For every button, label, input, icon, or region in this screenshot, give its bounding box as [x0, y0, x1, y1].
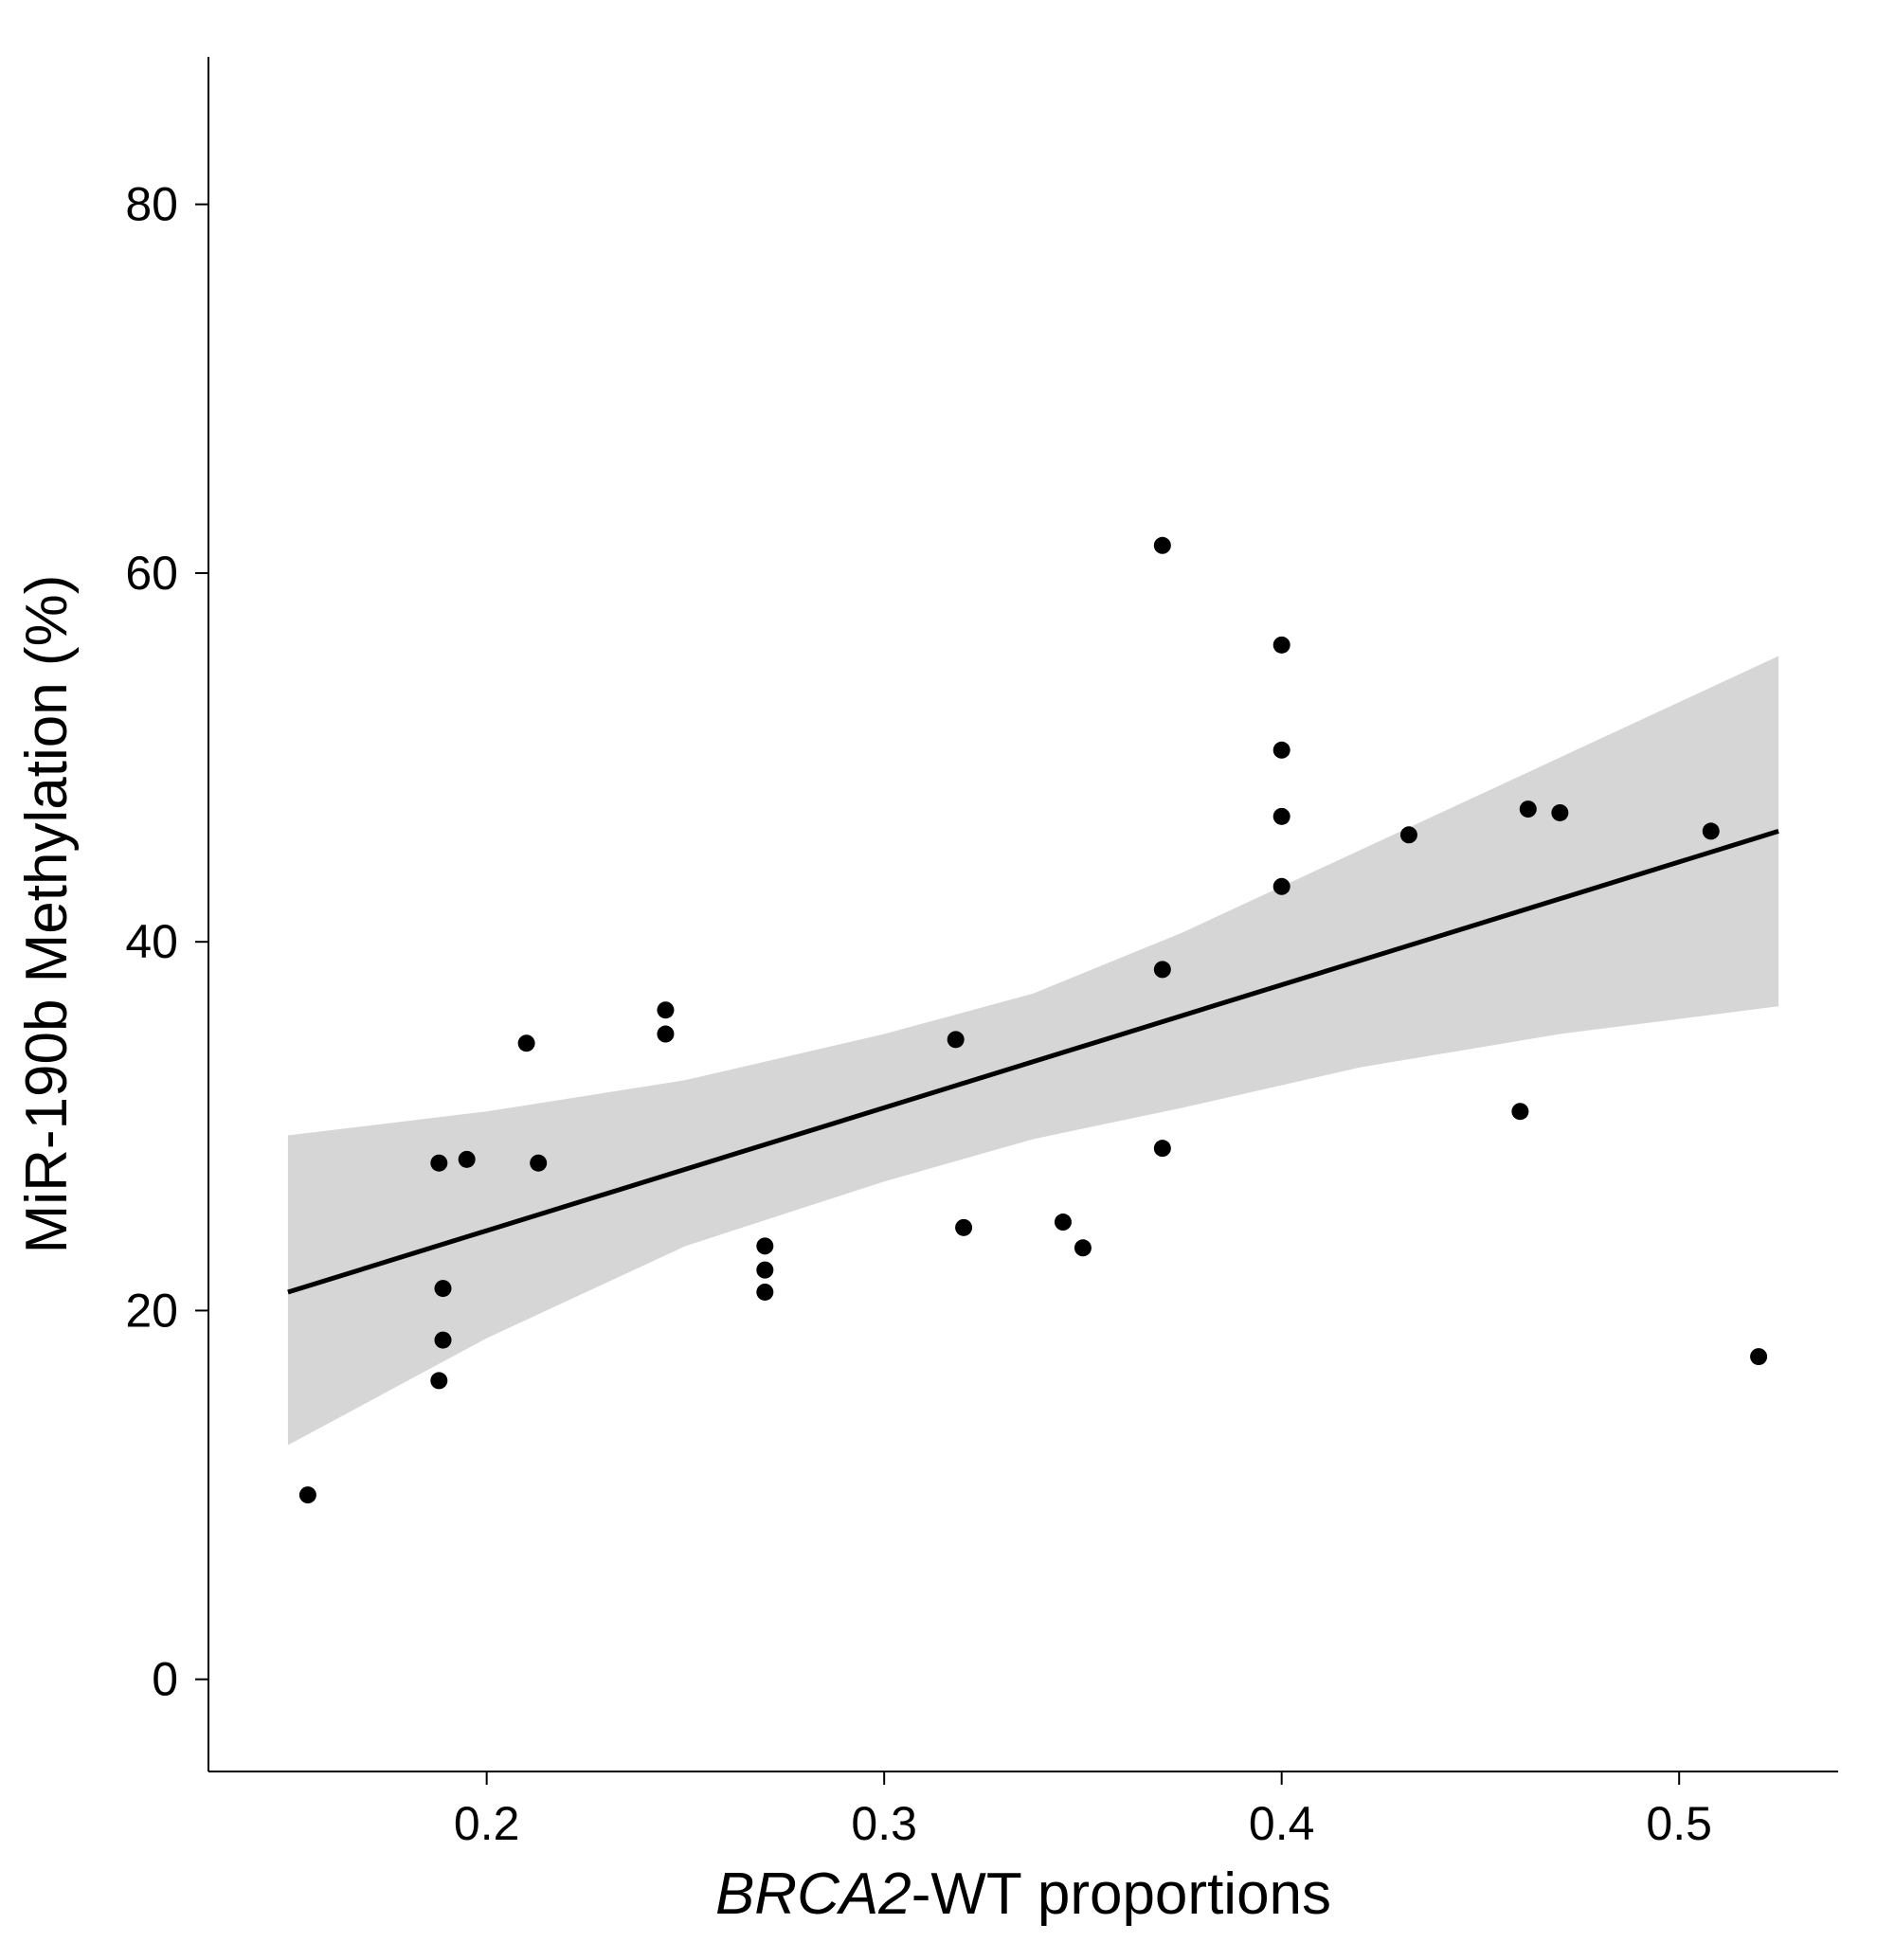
x-tick-label: 0.5 — [1646, 1797, 1712, 1850]
data-point — [1154, 961, 1171, 978]
scatter-chart: 0.2 0.3 0.4 0.5 0 20 40 60 80 BRCA2-WT proportion… — [0, 0, 1895, 1960]
data-point — [1703, 822, 1720, 839]
data-point — [1520, 800, 1537, 818]
data-point — [1273, 808, 1290, 825]
y-tick-label: 60 — [125, 547, 178, 600]
data-point — [430, 1155, 447, 1172]
data-point — [948, 1031, 965, 1048]
data-point — [435, 1332, 452, 1349]
y-tick-label: 40 — [125, 915, 178, 968]
data-point — [657, 1026, 674, 1043]
data-point — [1750, 1348, 1767, 1365]
data-point — [1551, 804, 1568, 821]
data-point — [955, 1219, 972, 1236]
data-point — [1273, 742, 1290, 759]
x-tick-label: 0.4 — [1249, 1797, 1315, 1850]
data-point — [1074, 1239, 1092, 1256]
data-point — [1273, 878, 1290, 895]
data-point — [435, 1280, 452, 1297]
x-tick-label: 0.2 — [454, 1797, 520, 1850]
y-axis-title: MiR-190b Methylation (%) — [14, 575, 80, 1254]
data-point — [756, 1284, 773, 1301]
data-point — [756, 1237, 773, 1254]
x-tick-label: 0.3 — [851, 1797, 917, 1850]
data-point — [657, 1001, 674, 1018]
y-tick-label: 80 — [125, 178, 178, 231]
data-point — [518, 1034, 535, 1052]
data-point — [1511, 1103, 1528, 1120]
data-point — [530, 1155, 547, 1172]
data-point — [459, 1151, 476, 1168]
data-point — [430, 1372, 447, 1389]
data-point — [1273, 637, 1290, 654]
data-point — [1055, 1214, 1072, 1231]
y-tick-label: 20 — [125, 1284, 178, 1337]
data-point — [1154, 1140, 1171, 1157]
data-point — [1400, 826, 1417, 843]
chart-svg: 0.2 0.3 0.4 0.5 0 20 40 60 80 BRCA2-WT proportion… — [0, 0, 1895, 1960]
data-point — [756, 1262, 773, 1279]
data-point — [1154, 537, 1171, 554]
y-tick-label: 0 — [152, 1653, 178, 1706]
data-point — [299, 1486, 316, 1503]
x-axis-title: BRCA2-WT proportions — [715, 1861, 1331, 1927]
